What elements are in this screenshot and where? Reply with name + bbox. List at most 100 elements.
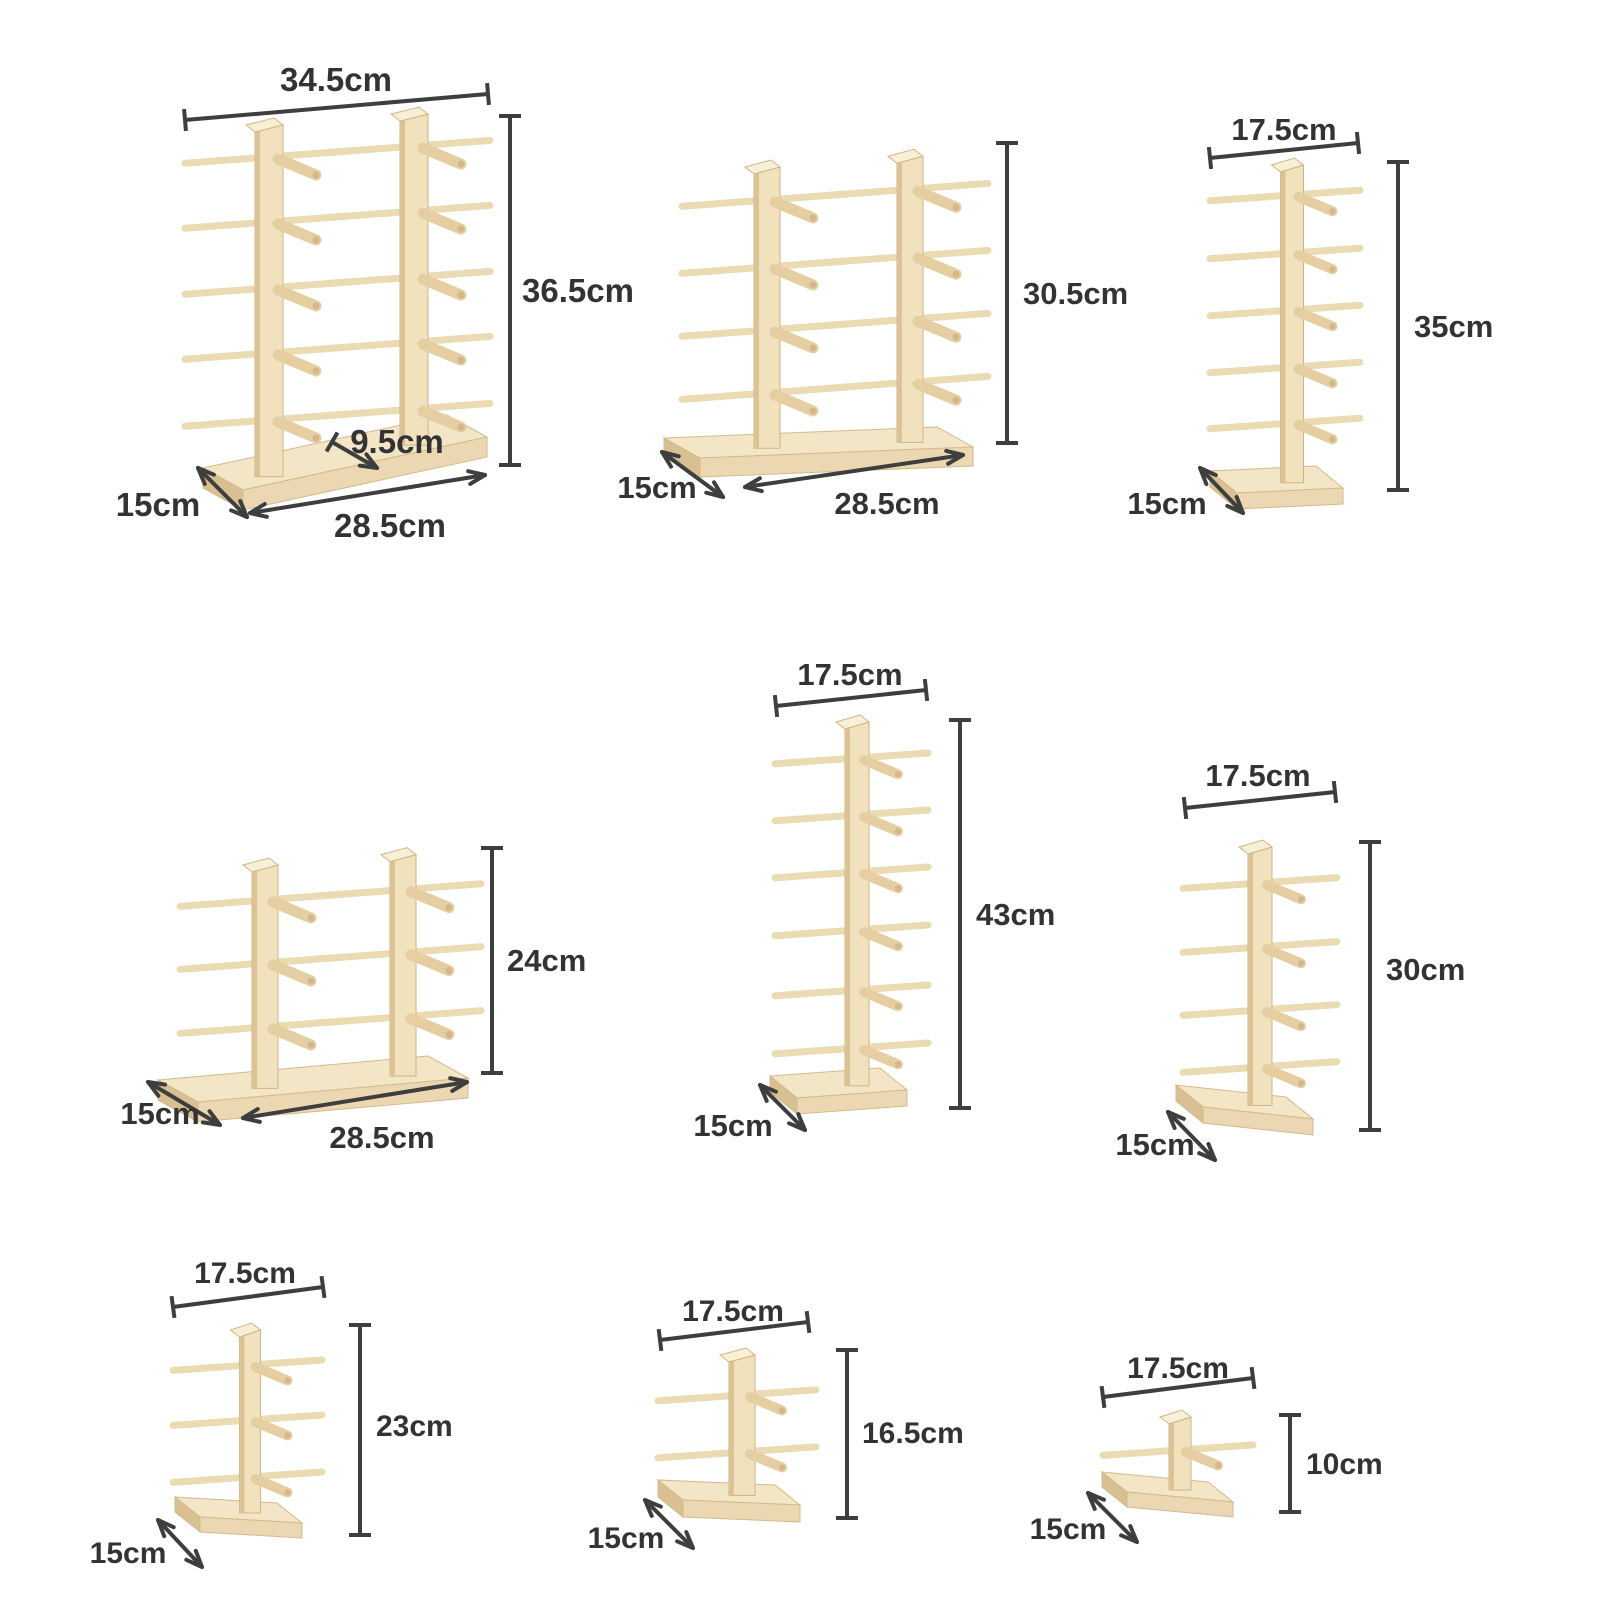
peg-end <box>1329 208 1336 215</box>
peg <box>417 405 467 433</box>
peg <box>417 142 467 170</box>
peg-end <box>778 1464 786 1471</box>
peg-end <box>1297 960 1305 967</box>
peg <box>1262 880 1306 905</box>
peg <box>405 949 455 977</box>
post-side-strip <box>845 728 850 1086</box>
base-side-face <box>769 1074 798 1116</box>
dimension-line <box>660 450 725 499</box>
depth-label: 15cm <box>1115 1127 1194 1162</box>
peg-end <box>894 771 902 778</box>
dimension-arrowhead <box>1197 1151 1217 1162</box>
peg <box>1293 364 1338 389</box>
height-label: 10cm <box>1306 1448 1383 1481</box>
dimension-arrowhead <box>241 1116 262 1124</box>
dimension-arrowhead <box>758 1083 769 1103</box>
dimension-line <box>156 1518 204 1569</box>
front-pegs <box>859 755 903 1070</box>
dimension-tick <box>1331 780 1339 804</box>
top-width-label: 17.5cm <box>1231 112 1336 147</box>
base-side-face <box>1101 1470 1128 1509</box>
post-top-cap <box>1237 839 1274 855</box>
height-label: 16.5cm <box>862 1417 964 1450</box>
dimension-top-width: 17.5cm <box>772 657 930 718</box>
front-pegs <box>267 886 455 1051</box>
peg-end <box>1329 266 1336 273</box>
post-side-strip <box>897 162 902 443</box>
dimension-line <box>643 1498 695 1550</box>
dimension-top-width: 17.5cm <box>656 1295 812 1352</box>
dimension-arrowhead <box>146 1080 161 1098</box>
dimension-arrowhead <box>207 1109 222 1127</box>
dimension-tick <box>656 1328 664 1352</box>
dimension-tick <box>324 431 340 453</box>
peg-end <box>1329 323 1336 330</box>
rack-3-single-5-tier-illustration: 17.5cm 35cm 15cm <box>1127 112 1493 521</box>
dimension-tick <box>1206 146 1214 170</box>
post-side-strip <box>255 131 260 477</box>
dimension-line <box>1166 1110 1217 1162</box>
dimension-height: 43cm <box>949 718 1055 1110</box>
peg-end <box>809 214 817 222</box>
post-side-strip <box>1169 1423 1174 1490</box>
peg <box>417 273 467 301</box>
peg <box>1262 944 1306 969</box>
dimension-line <box>1198 466 1245 515</box>
dimension-arrowhead <box>1166 1110 1186 1121</box>
post-side-strip <box>729 1361 734 1496</box>
dimension-arrowhead <box>184 1557 204 1569</box>
peg-end <box>1214 1462 1222 1469</box>
peg <box>1293 307 1338 332</box>
base-board <box>1208 465 1345 511</box>
peg-end <box>1297 1080 1305 1087</box>
peg <box>1181 1447 1223 1471</box>
dimension-top-width: 17.5cm <box>1206 112 1362 170</box>
peg-end <box>284 1432 291 1439</box>
peg <box>405 1013 455 1041</box>
dimension-column-gap: 9.5cm <box>324 423 444 470</box>
dimension-arrowhead <box>156 1518 167 1539</box>
dimension-line <box>196 466 249 519</box>
post-side-strip <box>390 860 395 1077</box>
post-top-cap <box>834 714 871 730</box>
dimension-arrowhead <box>1086 1491 1097 1511</box>
dimension-height: 24cm <box>481 846 586 1075</box>
dimension-arrowhead <box>743 476 762 489</box>
dimension-depth: 15cm <box>588 1498 695 1555</box>
post-top-cap <box>1158 1409 1193 1425</box>
peg <box>859 927 903 952</box>
rack-6-single-4-tier: 17.5cm 30cm 15cm <box>1110 740 1490 1170</box>
peg <box>405 886 455 914</box>
base-board <box>1174 1083 1315 1136</box>
dimension-line <box>1102 1376 1254 1399</box>
dimension-line <box>1209 141 1359 160</box>
peg-end <box>1297 1023 1305 1030</box>
post <box>389 106 430 446</box>
peg <box>769 326 819 354</box>
dimension-arrowhead <box>684 1530 695 1550</box>
peg-end <box>952 333 960 341</box>
rack-1-double-5-tier-illustration: 34.5cm 36.5cm 9.5cm 28.5cm 15cm <box>116 61 634 544</box>
front-pegs <box>1293 192 1338 445</box>
peg <box>745 1392 787 1416</box>
peg-end <box>809 407 817 415</box>
dimension-arrowhead <box>1198 466 1218 478</box>
peg-end <box>809 344 817 352</box>
dimension-tick <box>182 108 188 132</box>
base-width-label: 28.5cm <box>329 1120 434 1155</box>
peg-end <box>307 914 315 922</box>
rack-5-single-6-tier: 17.5cm 43cm 15cm <box>693 640 1070 1160</box>
dimension-depth: 15cm <box>1127 466 1245 521</box>
peg-end <box>1329 380 1336 387</box>
peg-end <box>1297 896 1305 903</box>
dimension-arrowhead <box>468 473 487 486</box>
dimension-height: 16.5cm <box>836 1348 964 1520</box>
dimension-line <box>249 473 486 515</box>
front-pegs <box>250 1362 293 1498</box>
peg <box>769 389 819 417</box>
front-pegs <box>769 185 962 417</box>
height-label: 43cm <box>976 897 1055 932</box>
rack-4-double-3-tier: 24cm 28.5cm 15cm <box>90 820 600 1170</box>
peg-end <box>445 904 453 912</box>
dimension-arrowhead <box>1198 466 1209 487</box>
